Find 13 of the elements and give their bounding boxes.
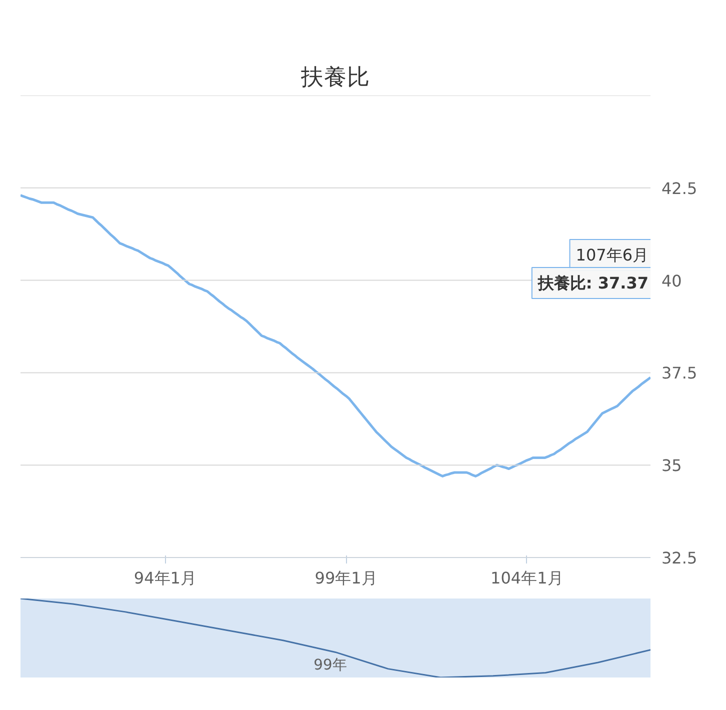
y-tick-label: 42.5 bbox=[662, 178, 698, 198]
y-tick-label: 37.5 bbox=[662, 364, 698, 383]
chart-title: 扶養比 bbox=[300, 64, 370, 90]
x-tick-label: 94年1月 bbox=[134, 568, 196, 588]
annotation: 扶養比: 37.37 bbox=[536, 274, 648, 292]
y-tick-label: 40 bbox=[662, 271, 682, 290]
x-tick-label: 99年1月 bbox=[314, 568, 378, 588]
y-tick-label: 35 bbox=[662, 456, 682, 476]
line-series bbox=[20, 194, 650, 478]
x-tick-label: 104年1月 bbox=[490, 568, 564, 588]
y-tick-label: 32.5 bbox=[662, 548, 698, 568]
annotation: 99年 bbox=[314, 656, 348, 674]
annotation: 107年6月 bbox=[576, 246, 648, 264]
